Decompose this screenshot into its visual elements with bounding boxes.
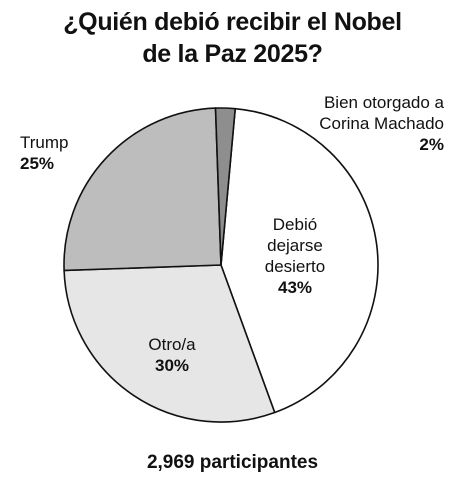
slice-label-otro-line-1: Otro/a: [148, 335, 196, 354]
pie-slice-desierto: [220, 107, 379, 414]
slice-value-machado: 2%: [419, 135, 444, 154]
pie-slice-machado: [214, 107, 237, 266]
pie-slice-trump: [63, 107, 222, 272]
slice-value-desierto: 43%: [278, 278, 312, 297]
slice-value-trump: 25%: [20, 154, 54, 173]
participants-count: 2,969 participantes: [146, 452, 319, 473]
pie-slices: [63, 107, 379, 423]
chart-title-line-1: ¿Quién debió recibir el Nobel: [63, 8, 402, 36]
pie-slice-otro: [63, 264, 276, 423]
chart-title: ¿Quién debió recibir el Nobel de la Paz …: [0, 6, 465, 70]
slice-label-desierto-line-3: desierto: [265, 257, 325, 276]
slice-value-otro: 30%: [155, 356, 189, 375]
pie-labels: Debió dejarse desierto 43% Otro/a 30% Trump 25%…: [20, 93, 445, 375]
slice-label-desierto-line-1: Debió: [273, 215, 317, 234]
slice-label-trump-line-1: Trump: [20, 133, 69, 152]
slice-label-machado-line-1: Bien otorgado a: [324, 93, 445, 112]
chart-title-line-2: de la Paz 2025?: [142, 40, 323, 68]
slice-label-machado-line-2: Corina Machado: [319, 114, 444, 133]
slice-label-desierto-line-2: dejarse: [267, 236, 323, 255]
